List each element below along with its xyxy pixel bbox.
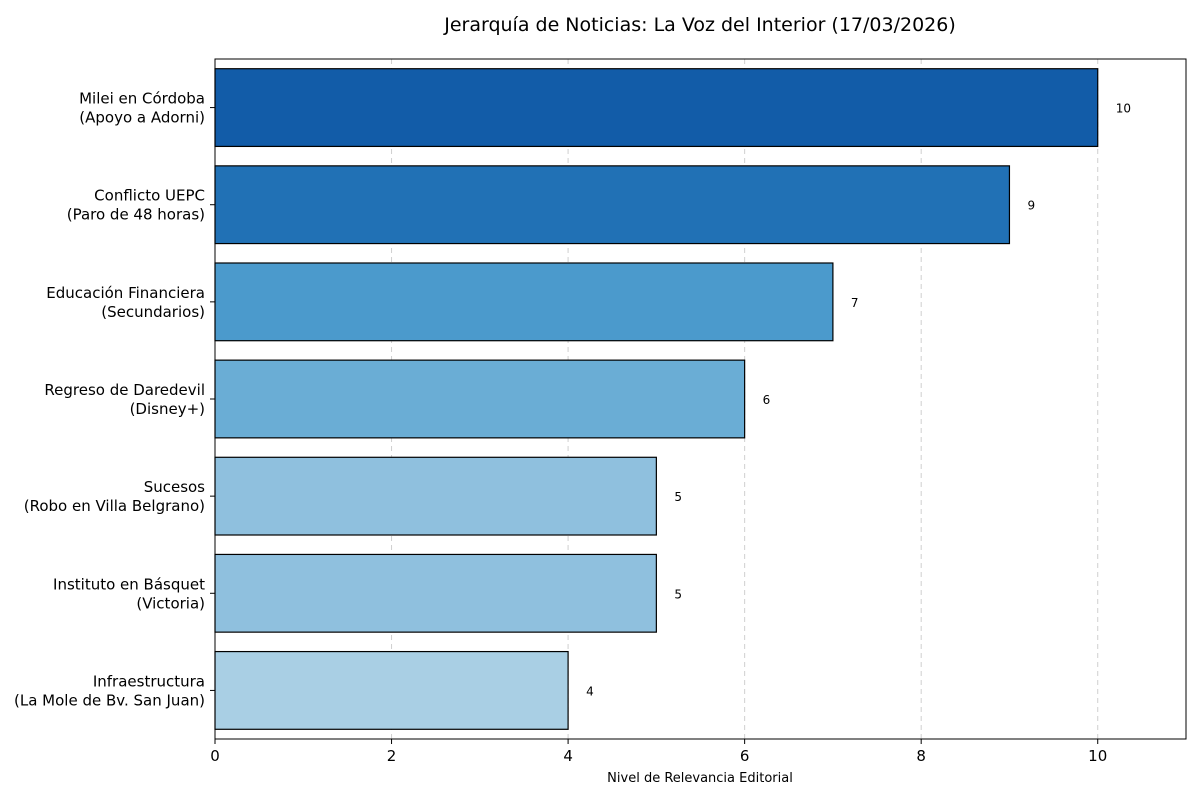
x-tick-label: 10 — [1088, 747, 1107, 765]
category-label-line: (Paro de 48 horas) — [67, 206, 205, 224]
x-tick-label: 0 — [210, 747, 220, 765]
bar — [214, 68, 1099, 148]
data-label: 4 — [586, 684, 594, 698]
x-tick-label: 8 — [916, 747, 926, 765]
bar — [214, 359, 746, 439]
category-label-line: (Apoyo a Adorni) — [79, 109, 205, 127]
bar — [214, 650, 569, 730]
category-label-line: (Disney+) — [130, 400, 205, 418]
category-label: Conflicto UEPC (Paro de 48 horas) — [67, 187, 205, 224]
bar — [214, 165, 1011, 245]
data-label: 10 — [1116, 102, 1131, 116]
x-axis-label: Nivel de Relevancia Editorial — [607, 771, 793, 786]
data-label: 7 — [851, 296, 859, 310]
bars — [214, 68, 1099, 730]
category-label: Regreso de Daredevil (Disney+) — [44, 381, 205, 418]
category-label-line: Instituto en Básquet — [53, 575, 205, 593]
category-label-line: Milei en Córdoba — [79, 90, 205, 108]
category-label-line: Regreso de Daredevil — [44, 381, 205, 399]
x-ticks: 0 2 4 6 8 10 — [210, 739, 1107, 765]
bar — [214, 553, 657, 633]
data-label: 6 — [763, 393, 771, 407]
category-label: Sucesos (Robo en Villa Belgrano) — [24, 478, 205, 515]
category-label: Instituto en Básquet (Victoria) — [53, 575, 205, 612]
category-label-line: Conflicto UEPC — [94, 187, 205, 205]
x-tick-label: 4 — [563, 747, 573, 765]
category-label: Infraestructura (La Mole de Bv. San Juan) — [14, 672, 205, 709]
category-label-line: Infraestructura — [93, 672, 205, 690]
x-tick-label: 2 — [387, 747, 397, 765]
category-label-line: (Robo en Villa Belgrano) — [24, 497, 205, 515]
chart-title: Jerarquía de Noticias: La Voz del Interi… — [443, 14, 956, 36]
category-label-line: Educación Financiera — [46, 284, 205, 302]
x-tick-label: 6 — [740, 747, 750, 765]
category-label-line: (La Mole de Bv. San Juan) — [14, 691, 205, 709]
category-label-line: Sucesos — [144, 478, 205, 496]
category-label-line: (Secundarios) — [101, 303, 205, 321]
category-label: Milei en Córdoba (Apoyo a Adorni) — [79, 90, 205, 127]
category-labels: Milei en Córdoba (Apoyo a Adorni) Conflict… — [14, 90, 215, 709]
bar — [214, 456, 657, 536]
data-labels: 10 9 7 6 5 5 4 — [586, 102, 1131, 699]
data-label: 9 — [1027, 199, 1035, 213]
bar — [214, 262, 834, 342]
data-label: 5 — [674, 587, 682, 601]
data-label: 5 — [674, 490, 682, 504]
category-label-line: (Victoria) — [136, 594, 205, 612]
category-label: Educación Financiera (Secundarios) — [46, 284, 205, 321]
